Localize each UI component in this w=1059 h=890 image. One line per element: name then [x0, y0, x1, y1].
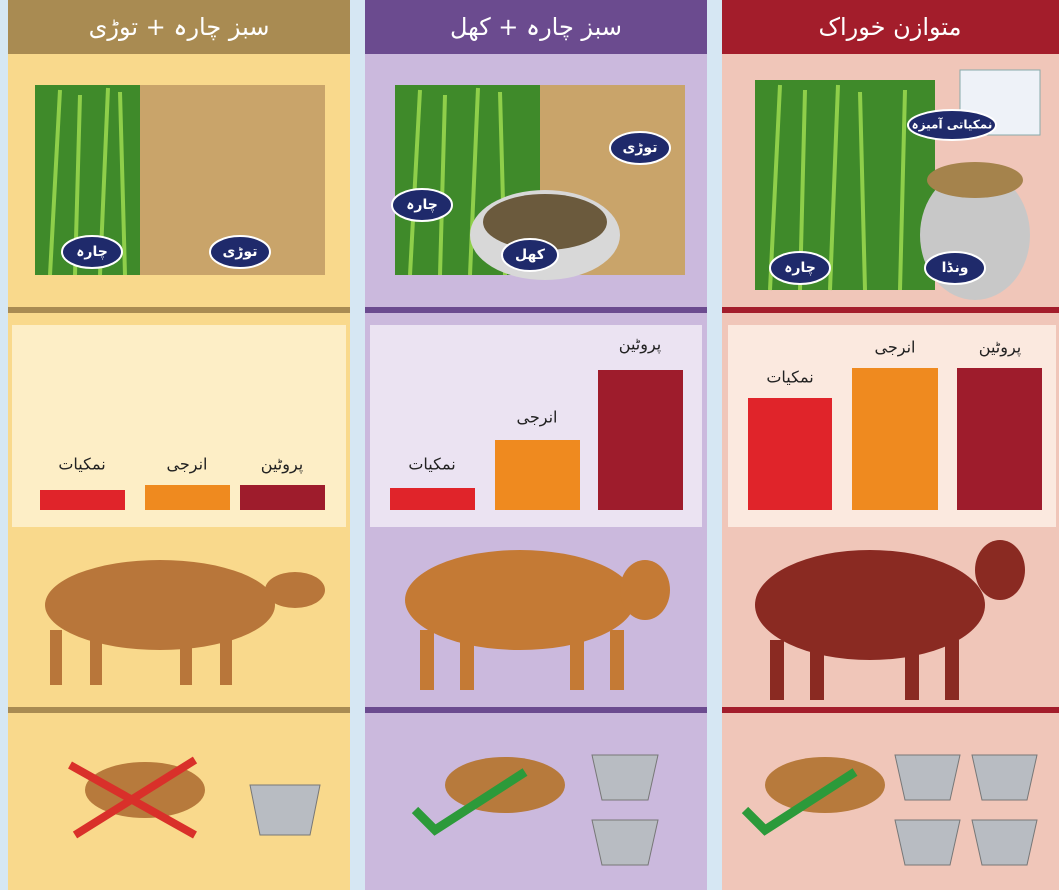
- image-label: توڑی: [623, 140, 658, 156]
- separator: [365, 707, 707, 713]
- bar-label: انرجی: [875, 338, 916, 358]
- column-title: سبز چارہ + توڑی: [89, 13, 270, 41]
- bar-label: پروٹین: [619, 335, 661, 355]
- infographic: سبز چارہ + توڑی سبز چارہ + کھل متوازن خو…: [0, 0, 1059, 890]
- bar-label: انرجی: [167, 455, 208, 475]
- image-label: ونڈا: [942, 260, 969, 276]
- bar-label: نمکیات: [408, 455, 455, 474]
- column-title: متوازن خوراک: [819, 13, 962, 41]
- page: سبز چارہ + توڑی سبز چارہ + کھل متوازن خو…: [0, 0, 1059, 890]
- separator: [722, 307, 1059, 313]
- bar-label: پروٹین: [261, 455, 303, 475]
- bar-label: انرجی: [517, 408, 558, 428]
- image-label: کھل: [515, 247, 546, 263]
- image-label: چارہ: [406, 197, 438, 213]
- separator: [365, 307, 707, 313]
- column-title: سبز چارہ + کھل: [450, 13, 622, 41]
- image-label: چارہ: [76, 244, 108, 260]
- image-label: چارہ: [784, 260, 816, 276]
- separator: [722, 707, 1059, 713]
- image-label: نمکیاتی آمیزہ: [912, 117, 993, 132]
- image-label: توڑی: [223, 244, 258, 260]
- bar-label: نمکیات: [766, 368, 813, 387]
- bar-label: پروٹین: [979, 338, 1021, 358]
- separator: [8, 707, 350, 713]
- separator: [8, 307, 350, 313]
- bar-label: نمکیات: [58, 455, 105, 474]
